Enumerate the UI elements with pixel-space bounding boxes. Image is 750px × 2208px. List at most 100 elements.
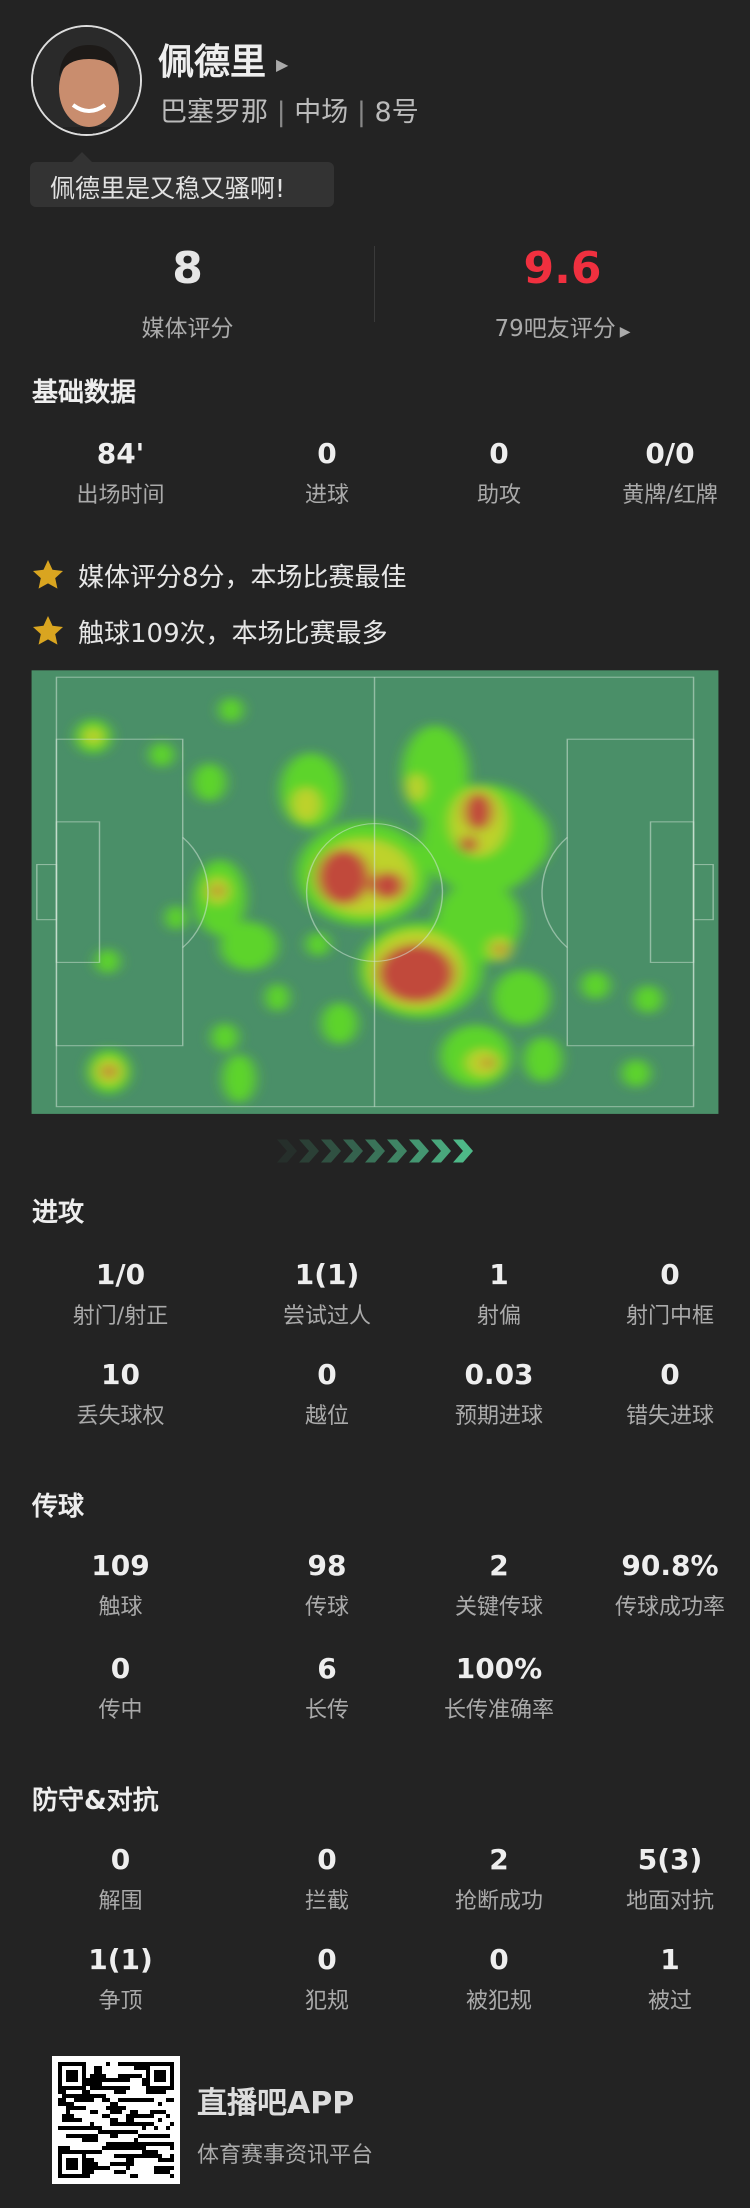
stat: 1 射偏 <box>413 1258 585 1330</box>
stat-label: 错失进球 <box>625 1404 714 1429</box>
stat-value: 0.03 <box>464 1358 534 1391</box>
stat-value: 0 <box>317 1358 337 1391</box>
stat-value: 0 <box>489 1943 509 1976</box>
stat-label: 传中 <box>98 1698 143 1723</box>
stat: 1(1) 争顶 <box>0 1943 241 2015</box>
stat-label: 触球 <box>98 1595 143 1620</box>
stat-label: 长传 <box>304 1698 349 1723</box>
basic-stats: 84' 出场时间 0 进球 0 助攻 0/0 黄牌/红牌 <box>0 437 750 509</box>
stat-label: 进球 <box>304 483 349 508</box>
media-rating-value: 8 <box>172 243 203 294</box>
stat-label: 地面对抗 <box>625 1889 714 1914</box>
stat-label: 尝试过人 <box>282 1304 371 1329</box>
attack-stats-row: 1/0 射门/射正 1(1) 尝试过人 1 射偏 0 射门中框 <box>0 1258 750 1330</box>
divider <box>374 246 375 322</box>
stat: 90.8% 传球成功率 <box>585 1549 750 1621</box>
heatmap <box>31 670 719 1114</box>
chevron <box>453 1139 473 1163</box>
stat: 0 被犯规 <box>413 1943 585 2015</box>
player-name-text: 佩德里 <box>158 42 267 83</box>
stat-value: 1(1) <box>294 1258 360 1291</box>
section-title-defense: 防守&对抗 <box>32 1786 159 1816</box>
stat-value: 0 <box>660 1258 680 1291</box>
chevron <box>387 1139 407 1163</box>
stat-label: 解围 <box>98 1889 143 1914</box>
stat-value: 1(1) <box>88 1943 153 1976</box>
attack-stats-row: 10 丢失球权 0 越位 0.03 预期进球 0 错失进球 <box>0 1358 750 1430</box>
heat-blobs <box>75 697 663 1103</box>
stat: 84' 出场时间 <box>0 437 241 509</box>
stat-label: 传球成功率 <box>614 1595 725 1620</box>
stat-value: 100% <box>455 1652 543 1685</box>
stat-label: 被过 <box>647 1989 692 2014</box>
qr-code-pattern <box>58 2062 174 2178</box>
stat-label: 传球 <box>304 1595 349 1620</box>
chevron <box>409 1139 429 1163</box>
app-name: 直播吧APP <box>197 2086 355 2121</box>
stat: 109 触球 <box>0 1549 241 1621</box>
section-title-basic: 基础数据 <box>32 378 137 408</box>
player-name[interactable]: 佩德里 ▶ <box>158 33 288 85</box>
passing-stats-row: 109 触球 98 传球 2 关键传球 90.8% 传球成功率 <box>0 1549 750 1621</box>
stat: 1/0 射门/射正 <box>0 1258 241 1330</box>
stat-label: 被犯规 <box>465 1989 532 2014</box>
highlight-item: 媒体评分8分，本场比赛最佳 <box>30 557 407 593</box>
stat-value: 0 <box>317 437 337 470</box>
stat: 100% 长传准确率 <box>413 1652 585 1724</box>
stat-value: 2 <box>489 1549 509 1582</box>
stat-value: 10 <box>101 1358 140 1391</box>
stat-value: 84' <box>96 437 145 470</box>
stat-label: 越位 <box>304 1404 349 1429</box>
stat-label: 拦截 <box>304 1889 349 1914</box>
chevron <box>321 1139 341 1163</box>
shirt-number: 8号 <box>374 97 419 128</box>
stat-value: 90.8% <box>621 1549 719 1582</box>
stat-label: 长传准确率 <box>443 1698 554 1723</box>
stat-label: 助攻 <box>476 483 521 508</box>
stat: 98 传球 <box>241 1549 413 1621</box>
player-photo <box>33 27 140 134</box>
stat-value: 1/0 <box>95 1258 146 1291</box>
app-tagline: 体育赛事资讯平台 <box>197 2143 374 2168</box>
team: 巴塞罗那 <box>160 97 268 128</box>
stat-label: 出场时间 <box>76 483 165 508</box>
chevron <box>299 1139 319 1163</box>
stat: 0 拦截 <box>241 1843 413 1915</box>
play-arrow-icon: ▶ <box>619 324 631 340</box>
stat-value: 1 <box>660 1943 680 1976</box>
section-title-attack: 进攻 <box>32 1198 85 1228</box>
passing-stats-row: 0 传中 6 长传 100% 长传准确率 <box>0 1652 750 1724</box>
fan-rating[interactable]: 9.6 79吧友评分 ▶ <box>375 243 750 343</box>
stat-value: 0 <box>110 1652 131 1685</box>
stat-value: 0 <box>317 1943 337 1976</box>
stat: 0/0 黄牌/红牌 <box>585 437 750 509</box>
stat-value: 109 <box>91 1549 150 1582</box>
stat-label: 丢失球权 <box>76 1404 165 1429</box>
stat-value: 6 <box>317 1652 337 1685</box>
stat-value: 2 <box>489 1843 509 1876</box>
defense-stats-row: 1(1) 争顶 0 犯规 0 被犯规 1 被过 <box>0 1943 750 2015</box>
play-arrow-icon: ▶ <box>276 54 289 74</box>
stat-label: 射偏 <box>476 1304 521 1329</box>
stat-value: 0 <box>660 1358 680 1391</box>
chevron <box>277 1139 297 1163</box>
defense-stats-row: 0 解围 0 拦截 2 抢断成功 5(3) 地面对抗 <box>0 1843 750 1915</box>
stat-label: 射门/射正 <box>72 1304 169 1329</box>
stat-label: 关键传球 <box>454 1595 543 1620</box>
stat-value: 0 <box>317 1843 337 1876</box>
fan-rating-value: 9.6 <box>523 243 602 294</box>
stat-value: 0 <box>489 437 509 470</box>
stat-value: 0/0 <box>645 437 695 470</box>
stat-label: 射门中框 <box>625 1304 714 1329</box>
avatar[interactable] <box>31 25 142 136</box>
stat: 2 关键传球 <box>413 1549 585 1621</box>
stat-label: 黄牌/红牌 <box>622 483 718 508</box>
stat: 0.03 预期进球 <box>413 1358 585 1430</box>
stat: 6 长传 <box>241 1652 413 1724</box>
media-rating: 8 媒体评分 <box>0 243 375 343</box>
stat-label: 犯规 <box>304 1989 349 2014</box>
highlight-text: 媒体评分8分，本场比赛最佳 <box>78 562 407 593</box>
stat-value: 1 <box>489 1258 509 1291</box>
stat-label: 预期进球 <box>454 1404 543 1429</box>
direction-chevrons-icon <box>277 1139 473 1163</box>
